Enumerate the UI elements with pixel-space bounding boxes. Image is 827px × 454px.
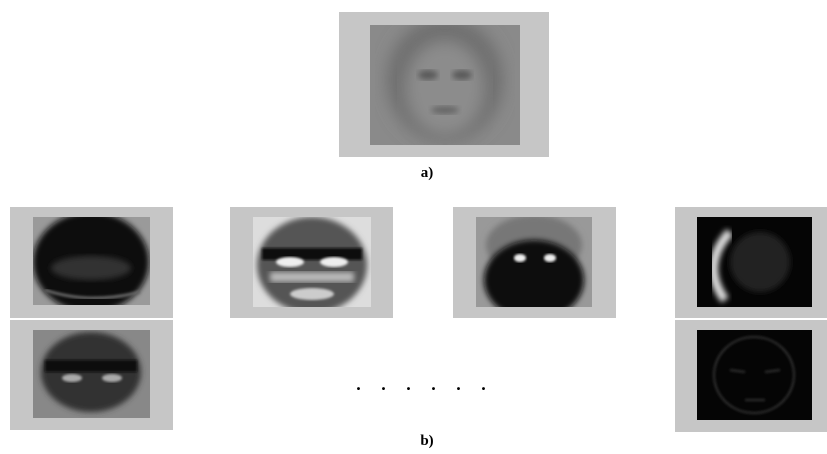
mean-face (339, 12, 549, 157)
eigenface (675, 320, 827, 432)
caption-b: b) (420, 433, 433, 449)
eigenface (10, 320, 173, 430)
eigenface (10, 207, 173, 318)
ellipsis: . . . . . . (356, 374, 494, 394)
caption-a: a) (421, 165, 434, 181)
eigenface (453, 207, 616, 318)
eigenface (230, 207, 393, 318)
eigenface (675, 207, 827, 318)
